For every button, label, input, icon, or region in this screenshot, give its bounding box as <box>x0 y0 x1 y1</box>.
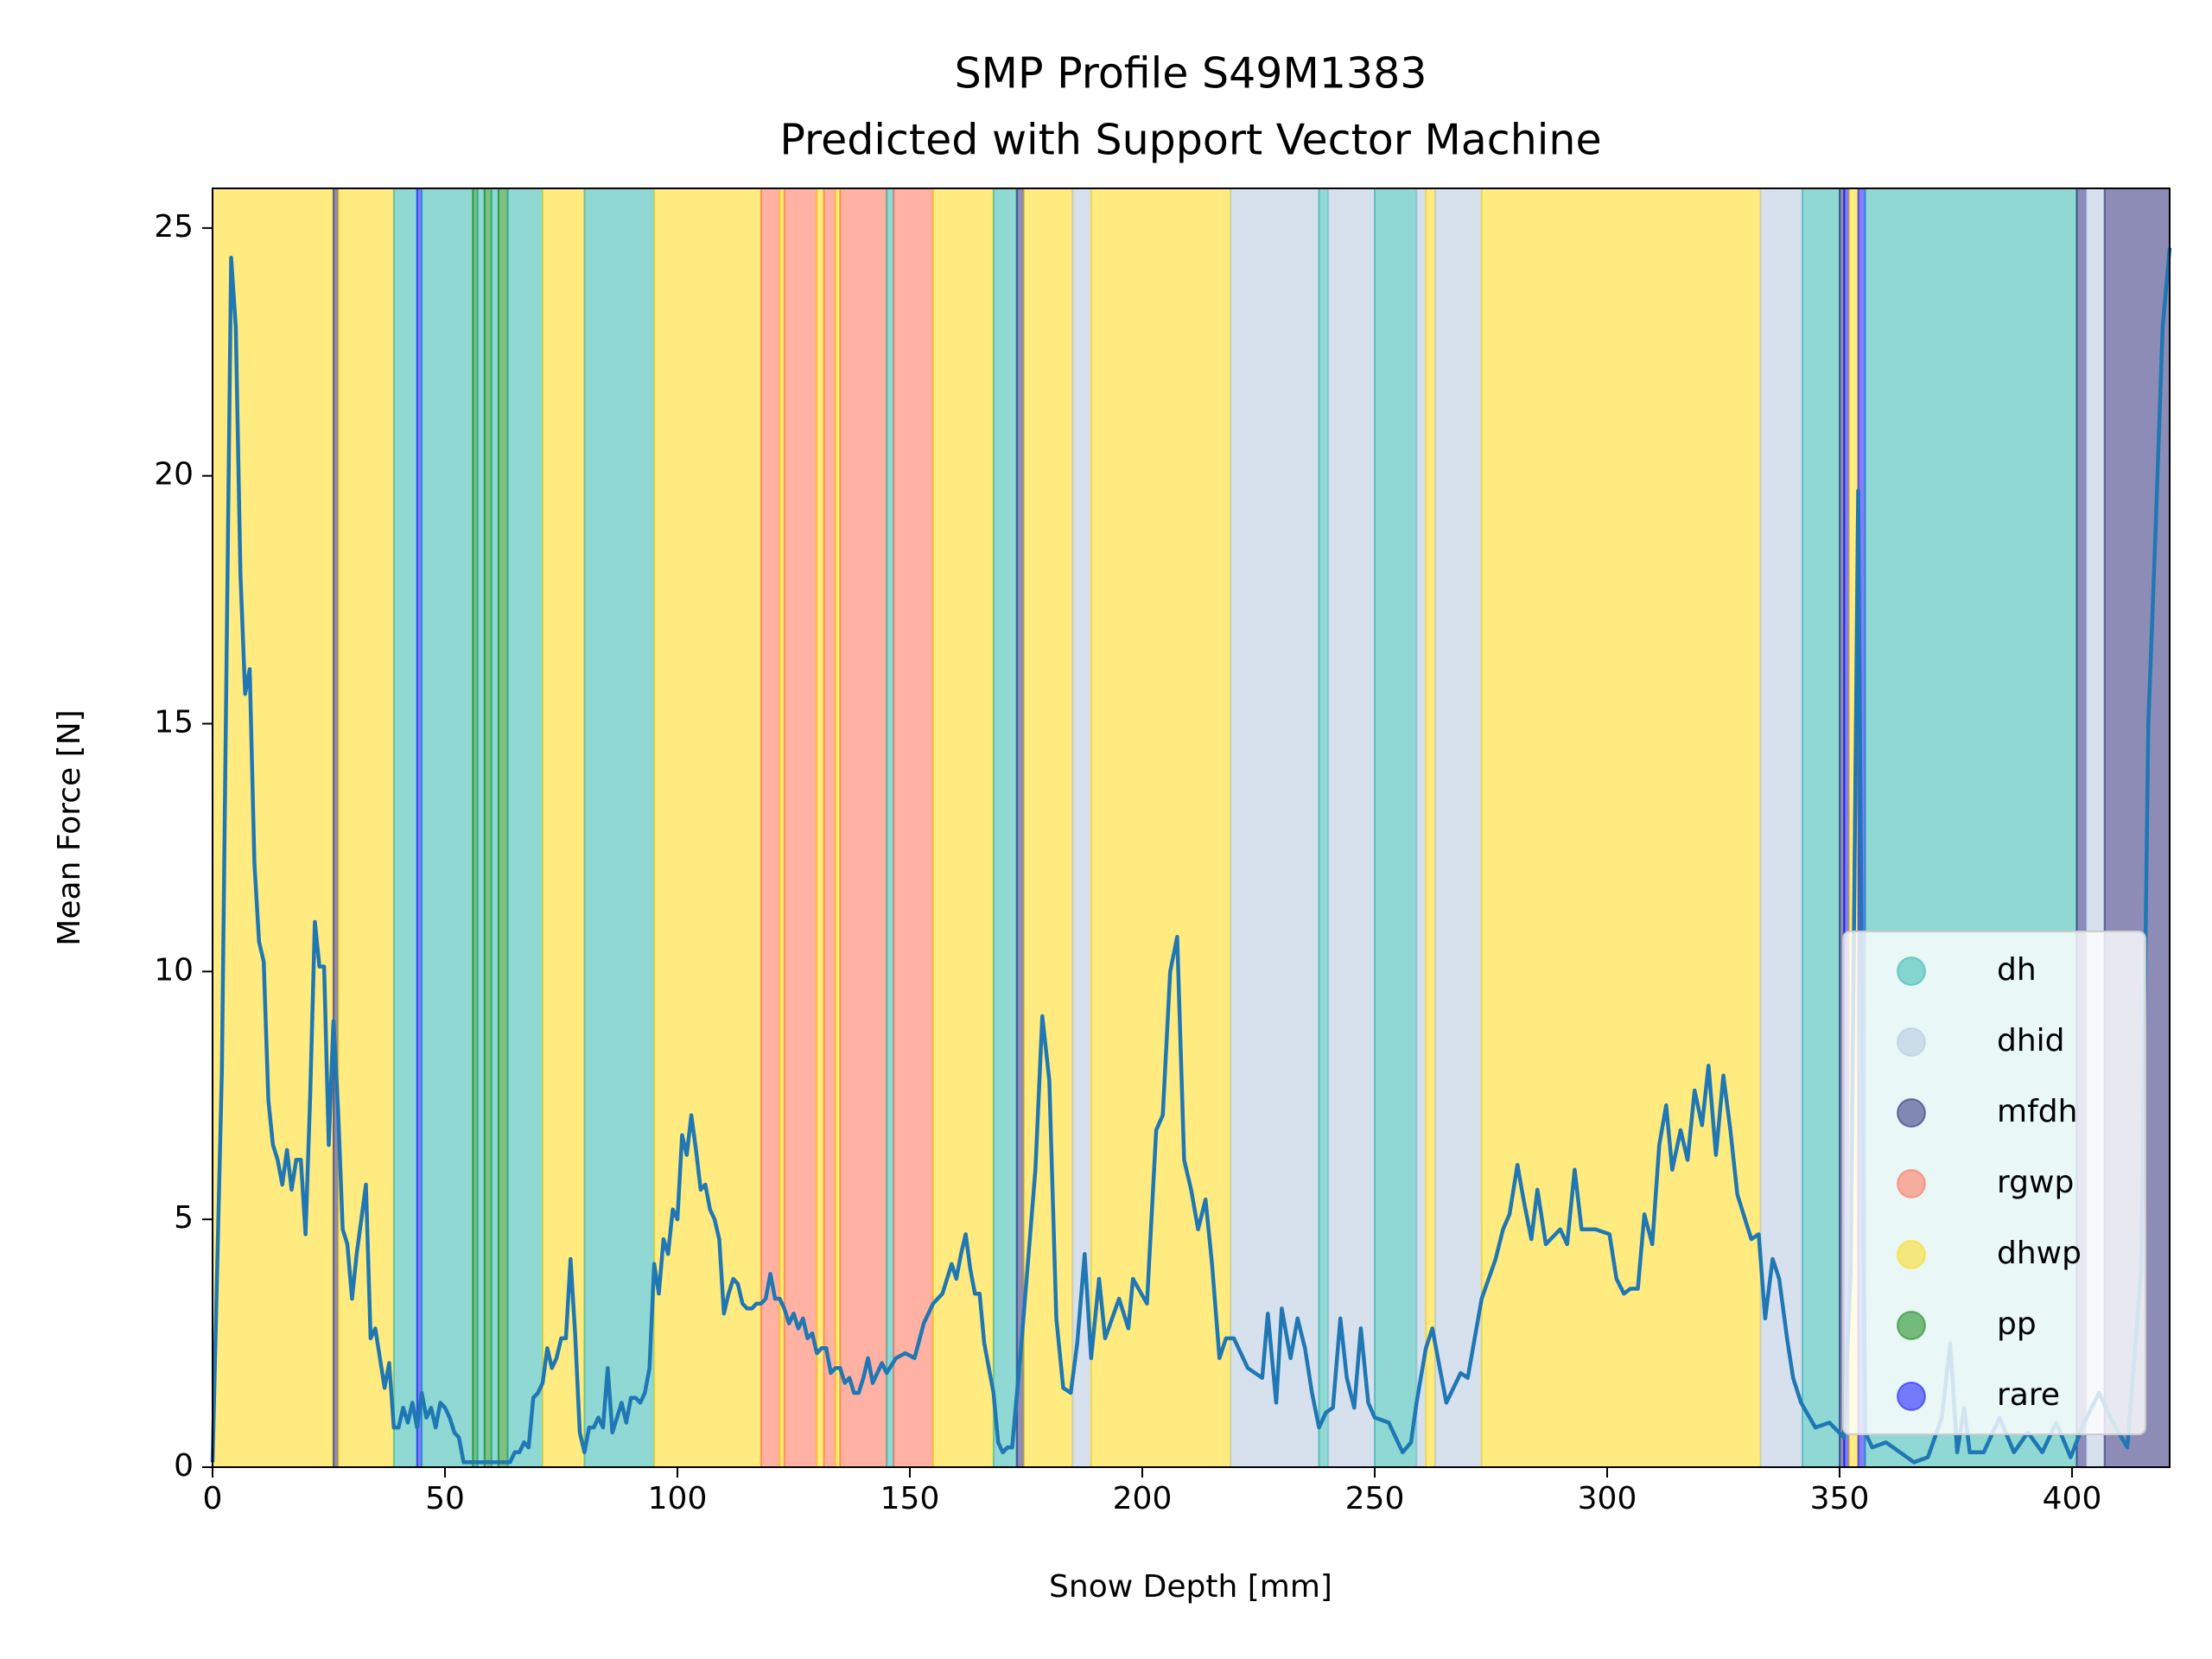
class-span <box>483 188 493 1468</box>
class-span <box>490 188 499 1468</box>
axes: 0 50 100 150 200 250 300 350 400 0 5 10 15 20 25 <box>154 188 2171 1516</box>
legend-label: pp <box>1997 1306 2037 1342</box>
legend-label: rare <box>1997 1377 2060 1413</box>
legend-marker <box>1897 957 1926 986</box>
legend-marker <box>1897 1311 1926 1340</box>
x-tick-label: 300 <box>1578 1481 1637 1516</box>
legend-label: rgwp <box>1997 1165 2074 1200</box>
class-span <box>1801 188 1841 1468</box>
class-span <box>1415 188 1427 1468</box>
chart-subtitle: Predicted with Support Vector Machine <box>779 116 1601 165</box>
legend-label: dhid <box>1997 1023 2065 1058</box>
class-span <box>931 188 995 1468</box>
class-span <box>1090 188 1232 1468</box>
class-span <box>992 188 1018 1468</box>
class-span <box>816 188 825 1468</box>
legend-box <box>1842 931 2146 1435</box>
x-tick-label: 250 <box>1345 1481 1405 1516</box>
legend-label: dh <box>1997 952 2037 988</box>
class-span <box>1022 188 1074 1468</box>
x-axis-label: Snow Depth [mm] <box>1049 1569 1332 1605</box>
class-span <box>583 188 656 1468</box>
x-tick-label: 350 <box>1810 1481 1870 1516</box>
class-span <box>421 188 474 1468</box>
class-span <box>1015 188 1025 1468</box>
x-tick-label: 0 <box>203 1481 223 1516</box>
class-span <box>1230 188 1320 1468</box>
y-tick-label: 5 <box>174 1200 194 1236</box>
legend-marker <box>1897 1098 1926 1128</box>
y-tick-label: 25 <box>154 209 194 245</box>
legend: dh dhid mfdh rgwp dhwp pp rare <box>1842 931 2146 1435</box>
class-span <box>886 188 895 1468</box>
class-span <box>1327 188 1376 1468</box>
class-span <box>476 188 486 1468</box>
class-span <box>506 188 543 1468</box>
legend-label: mfdh <box>1997 1094 2077 1129</box>
class-span <box>783 188 818 1468</box>
class-span <box>392 188 418 1468</box>
y-tick-label: 10 <box>154 952 194 988</box>
class-span <box>1759 188 1803 1468</box>
class-span <box>1318 188 1330 1468</box>
class-span <box>212 188 334 1468</box>
legend-marker <box>1897 1240 1926 1269</box>
class-span <box>1480 188 1762 1468</box>
class-span <box>893 188 934 1468</box>
x-tick-label: 150 <box>880 1481 940 1516</box>
class-span <box>497 188 509 1468</box>
y-tick-label: 0 <box>174 1448 194 1484</box>
y-tick-label: 20 <box>154 457 194 493</box>
y-axis-label: Mean Force [N] <box>52 709 87 945</box>
legend-marker <box>1897 1027 1926 1057</box>
class-span <box>653 188 762 1468</box>
legend-marker <box>1897 1382 1926 1411</box>
class-span <box>337 188 395 1468</box>
force-line <box>210 247 2172 1465</box>
x-tick-label: 100 <box>648 1481 708 1516</box>
class-span <box>839 188 888 1468</box>
class-span <box>823 188 836 1468</box>
class-span <box>1374 188 1418 1468</box>
legend-label: dhwp <box>1997 1236 2082 1271</box>
plot-frame <box>212 188 2171 1468</box>
chart-title: SMP Profile S49M1383 <box>955 49 1427 99</box>
force-line-group <box>210 247 2172 1465</box>
class-span <box>1425 188 1436 1468</box>
x-tick-label: 200 <box>1113 1481 1173 1516</box>
class-span <box>541 188 586 1468</box>
class-span <box>1433 188 1483 1468</box>
x-tick-label: 400 <box>2043 1481 2102 1516</box>
x-tick-label: 50 <box>425 1481 465 1516</box>
legend-marker <box>1897 1169 1926 1198</box>
y-tick-label: 15 <box>154 705 194 741</box>
